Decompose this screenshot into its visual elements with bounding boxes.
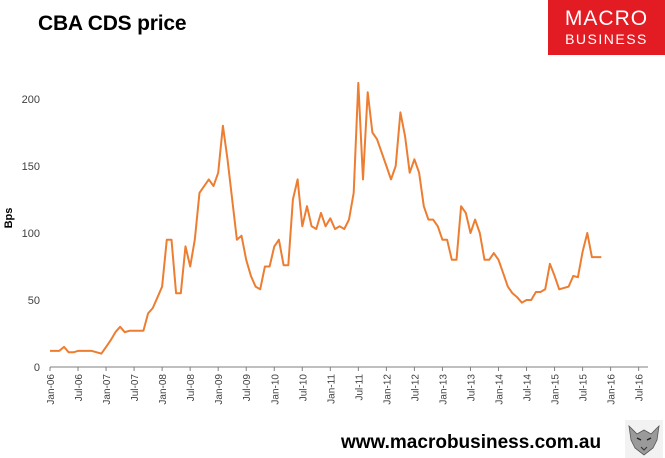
- x-tick-label: Jul-14: [523, 374, 534, 402]
- x-tick-label: Jul-09: [242, 374, 253, 402]
- x-tick-label: Jan-11: [326, 374, 337, 404]
- x-tick-label: Jul-06: [74, 374, 85, 402]
- x-tick-label: Jul-08: [186, 374, 197, 402]
- chart-axes: Bps: [3, 208, 648, 368]
- x-tick-label: Jan-08: [158, 374, 169, 405]
- x-tick-label: Jan-10: [270, 374, 281, 405]
- x-tick-label: Jan-06: [46, 374, 57, 405]
- x-tick-label: Jan-15: [551, 374, 562, 405]
- x-tick-label: Jan-13: [438, 374, 449, 405]
- y-tick-label: 50: [28, 295, 40, 307]
- y-tick-label: 100: [22, 228, 40, 240]
- chart-series: [50, 81, 602, 355]
- x-tick-label: Jan-16: [607, 374, 618, 405]
- x-tick-label: Jan-14: [495, 374, 506, 405]
- macrobusiness-logo[interactable]: MACRO BUSINESS: [548, 0, 665, 55]
- y-tick-label: 200: [22, 94, 40, 106]
- y-tick-label: 150: [22, 161, 40, 173]
- x-tick-label: Jul-10: [298, 374, 309, 402]
- x-tick-label: Jul-16: [635, 374, 646, 402]
- series-line: [50, 81, 602, 355]
- page-title: CBA CDS price: [38, 12, 187, 35]
- logo-line-2: BUSINESS: [565, 31, 648, 47]
- wolf-logo-icon: [625, 420, 663, 458]
- x-tick-label: Jul-12: [410, 374, 421, 402]
- x-tick-label: Jan-07: [102, 374, 113, 405]
- x-tick-label: Jul-15: [579, 374, 590, 402]
- y-tick-label: 0: [34, 362, 40, 374]
- x-axis-ticks: Jan-06 Jul-06 Jan-07 Jul-07 Jan-08 Jul-08 Jan-…: [46, 367, 646, 405]
- x-tick-label: Jul-07: [130, 374, 141, 402]
- x-tick-label: Jan-12: [382, 374, 393, 405]
- logo-line-1: MACRO: [564, 7, 649, 30]
- cds-line-chart: Bps 0 50 100 150 200 Jan-06 Jul-06 Jan-07 Jul-0…: [3, 81, 648, 405]
- footer-url[interactable]: www.macrobusiness.com.au: [341, 432, 602, 453]
- x-tick-label: Jul-13: [466, 374, 477, 402]
- x-tick-label: Jan-09: [214, 374, 225, 405]
- x-tick-label: Jul-11: [354, 374, 365, 401]
- y-axis-label: Bps: [3, 208, 15, 229]
- y-axis-ticks: 0 50 100 150 200: [22, 94, 40, 374]
